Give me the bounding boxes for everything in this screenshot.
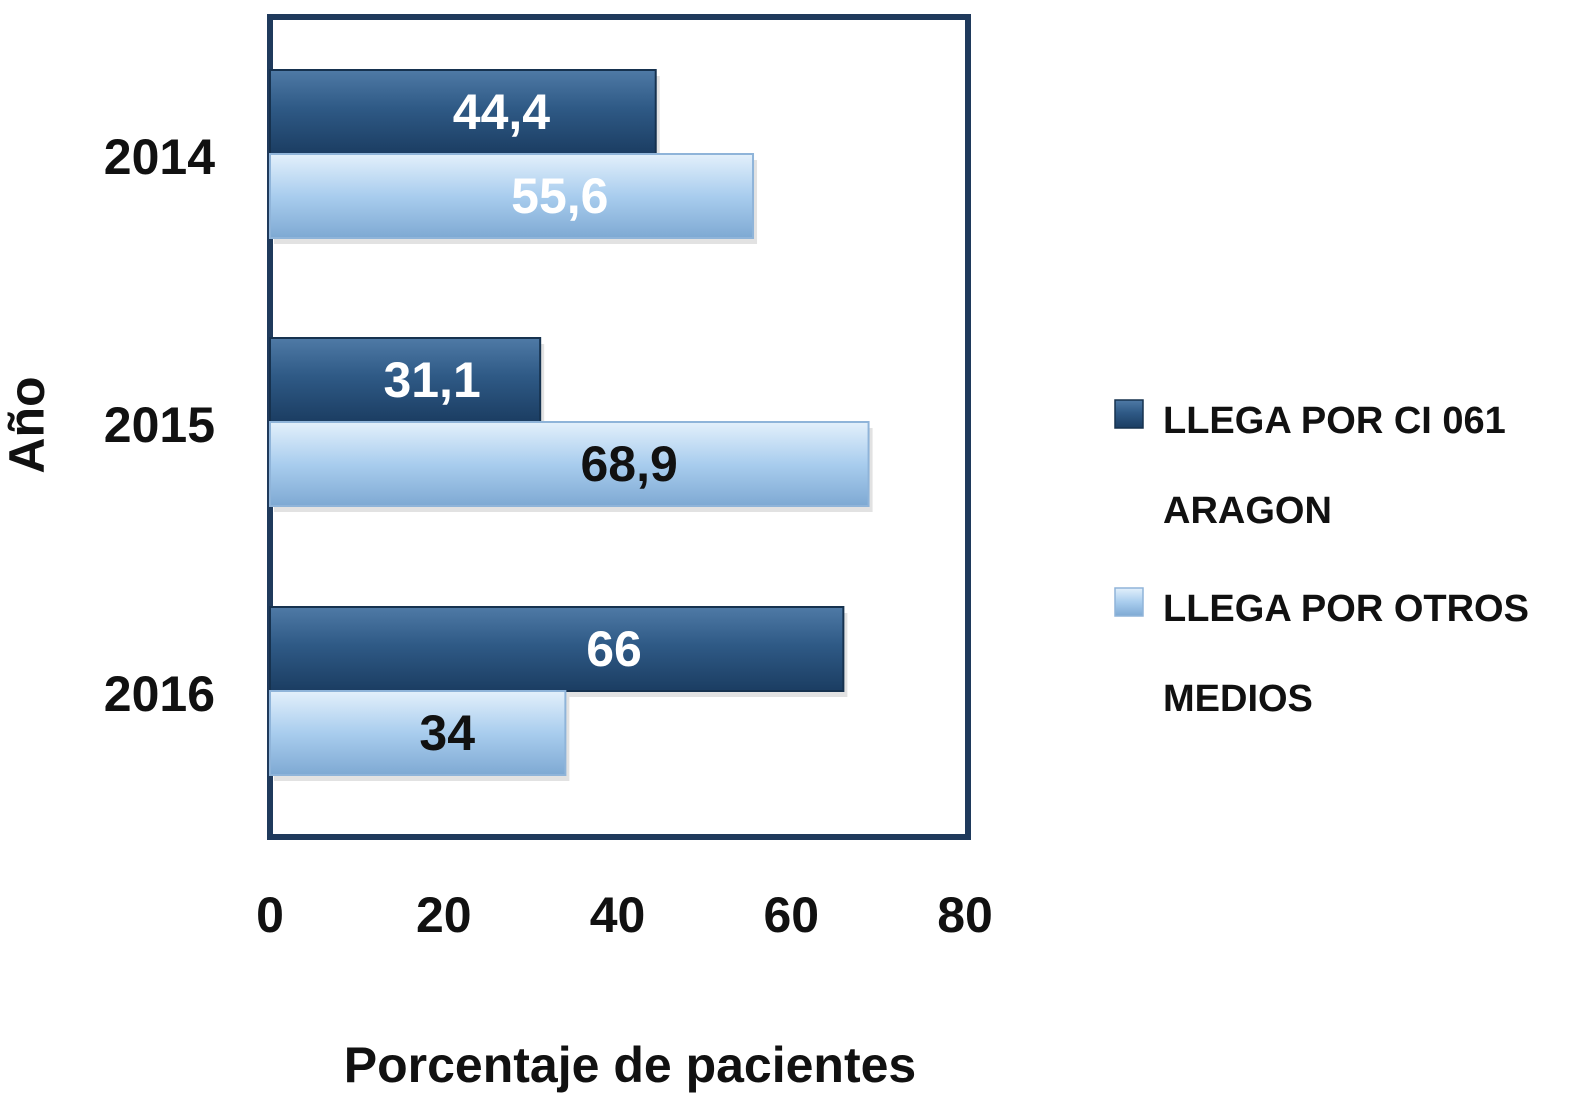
legend-swatch — [1114, 587, 1144, 617]
bar — [269, 69, 657, 155]
legend-label: LLEGA POR OTROS — [1163, 588, 1529, 630]
bar-value-label: 68,9 — [580, 436, 677, 492]
bar — [269, 690, 567, 776]
y-tick-label: 2014 — [104, 129, 215, 185]
y-tick-label: 2015 — [104, 397, 215, 453]
y-axis-label: Año — [0, 376, 55, 473]
bar-value-label: 31,1 — [383, 352, 480, 408]
legend: LLEGA POR CI 061 ARAGON LLEGA POR OTROS MED… — [1114, 399, 1529, 720]
x-axis-label: Porcentaje de pacientes — [344, 1037, 916, 1093]
x-tick-label: 80 — [937, 887, 993, 943]
legend-swatch — [1114, 399, 1144, 429]
legend-label: LLEGA POR CI 061 — [1163, 400, 1506, 442]
bar-value-label: 55,6 — [511, 168, 608, 224]
x-tick-label: 20 — [416, 887, 472, 943]
y-tick-label: 2016 — [104, 666, 215, 722]
legend-label: ARAGON — [1163, 490, 1332, 532]
bar-value-label: 34 — [419, 705, 475, 761]
x-tick-label: 0 — [256, 887, 284, 943]
bar-value-label: 66 — [586, 621, 642, 677]
bar — [269, 421, 870, 507]
bar — [269, 153, 755, 239]
legend-label: MEDIOS — [1163, 678, 1313, 720]
bar-value-label: 44,4 — [453, 84, 551, 140]
bar — [269, 606, 845, 692]
x-tick-label: 60 — [763, 887, 819, 943]
x-tick-label: 40 — [590, 887, 646, 943]
